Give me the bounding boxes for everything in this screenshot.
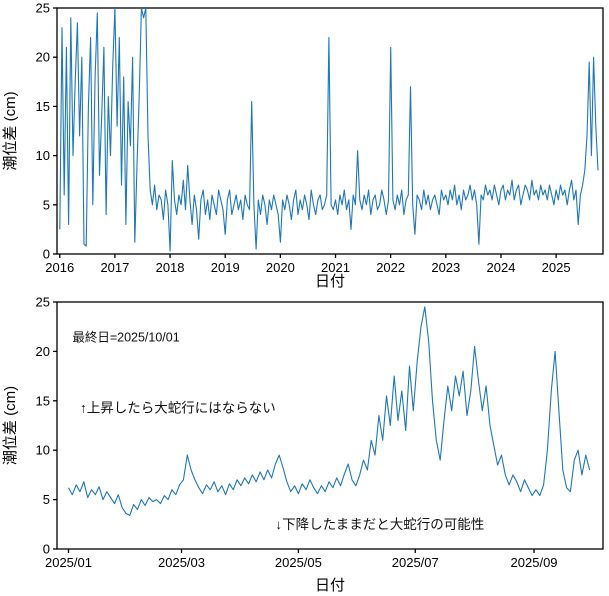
x-tick-label: 2019 [211, 260, 240, 275]
y-tick-label: 25 [36, 295, 50, 310]
x-tick-label: 2025 [542, 260, 571, 275]
y-axis-label: 潮位差 (cm) [2, 91, 19, 170]
plot-frame [56, 301, 604, 550]
bottom-chart-svg: 0 5 10 15 20 25 2025/01 2025/03 2025/05 2025/07 20… [2, 295, 604, 594]
x-tick-label: 2025/01 [45, 555, 92, 570]
annotation-text: 最終日=2025/10/01 [72, 330, 179, 345]
annotation-text: ↓下降したままだと大蛇行の可能性 [275, 517, 484, 532]
x-tick-label: 2025/03 [158, 555, 205, 570]
x-tick-label: 2021 [321, 260, 350, 275]
x-axis-label: 日付 [315, 577, 345, 594]
top-chart-longterm: 0 5 10 15 20 25 2016 2017 2018 2019 2020 2021 2022 20… [0, 0, 609, 292]
y-tick-label: 10 [36, 443, 50, 458]
x-tick-label: 2016 [45, 260, 74, 275]
y-tick-label: 15 [36, 393, 50, 408]
y-axis-label: 潮位差 (cm) [2, 386, 19, 465]
y-tick-label: 15 [36, 99, 50, 114]
x-tick-label: 2025/05 [275, 555, 322, 570]
y-tick-label: 0 [43, 542, 50, 557]
x-tick-label: 2017 [100, 260, 129, 275]
plot-frame [56, 7, 604, 255]
x-tick-label: 2024 [487, 260, 516, 275]
series-line [68, 306, 591, 516]
bottom-chart-2025: 0 5 10 15 20 25 2025/01 2025/03 2025/05 2025/07 20… [0, 292, 609, 596]
x-tick-label: 2025/09 [511, 555, 558, 570]
x-tick-label: 2023 [431, 260, 460, 275]
x-tick-label: 2025/07 [392, 555, 439, 570]
x-tick-label: 2018 [156, 260, 185, 275]
y-tick-label: 0 [43, 247, 50, 262]
y-tick-label: 20 [36, 50, 50, 65]
y-tick-label: 5 [43, 492, 50, 507]
y-tick-label: 20 [36, 344, 50, 359]
series-line [59, 8, 599, 252]
x-tick-label: 2022 [376, 260, 405, 275]
y-tick-label: 5 [43, 197, 50, 212]
x-tick-label: 2020 [266, 260, 295, 275]
annotation-text: ↑上昇したら大蛇行にはならない [80, 401, 276, 416]
y-tick-label: 10 [36, 148, 50, 163]
x-axis-label: 日付 [315, 273, 345, 290]
y-tick-label: 25 [36, 1, 50, 16]
